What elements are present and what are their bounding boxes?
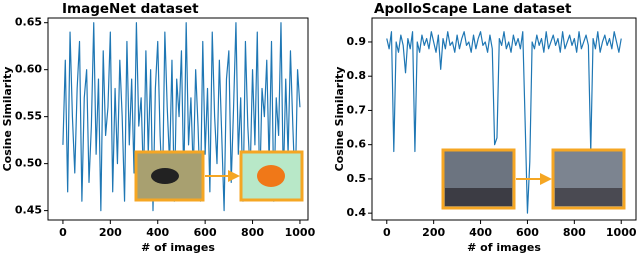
y-tick-label: 0.4 bbox=[347, 206, 367, 219]
x-tick-label: 200 bbox=[99, 226, 122, 239]
y-tick-label: 0.65 bbox=[15, 16, 42, 29]
x-tick-label: 0 bbox=[383, 226, 391, 239]
y-tick-label: 0.55 bbox=[15, 110, 42, 123]
y-axis-label: Cosine Similarity bbox=[333, 67, 346, 172]
x-tick-label: 200 bbox=[422, 226, 445, 239]
y-tick-label: 0.50 bbox=[15, 157, 42, 170]
chart-title: ApolloScape Lane dataset bbox=[374, 1, 572, 17]
x-tick-label: 800 bbox=[563, 226, 586, 239]
chart-title: ImageNet dataset bbox=[62, 1, 199, 17]
y-tick-label: 0.7 bbox=[347, 103, 367, 116]
x-tick-label: 1000 bbox=[606, 226, 637, 239]
x-axis-label: # of images bbox=[141, 241, 215, 254]
y-tick-label: 0.5 bbox=[347, 172, 367, 185]
road bbox=[445, 188, 512, 206]
y-axis-label: Cosine Similarity bbox=[1, 67, 14, 172]
y-tick-label: 0.9 bbox=[347, 35, 367, 48]
x-tick-label: 600 bbox=[516, 226, 539, 239]
x-tick-label: 1000 bbox=[285, 226, 316, 239]
bird bbox=[151, 168, 179, 184]
plot-frame bbox=[47, 17, 309, 221]
y-tick-label: 0.8 bbox=[347, 69, 367, 82]
x-tick-label: 0 bbox=[59, 226, 67, 239]
x-axis-label: # of images bbox=[467, 241, 541, 254]
x-tick-label: 800 bbox=[241, 226, 264, 239]
goldfish bbox=[257, 165, 285, 187]
x-tick-label: 400 bbox=[469, 226, 492, 239]
plot-frame bbox=[371, 17, 637, 221]
x-tick-label: 400 bbox=[146, 226, 169, 239]
road bbox=[555, 188, 622, 206]
y-tick-label: 0.6 bbox=[347, 138, 367, 151]
y-tick-label: 0.60 bbox=[15, 63, 42, 76]
y-tick-label: 0.45 bbox=[15, 204, 42, 217]
x-tick-label: 600 bbox=[194, 226, 217, 239]
data-line bbox=[386, 31, 622, 214]
